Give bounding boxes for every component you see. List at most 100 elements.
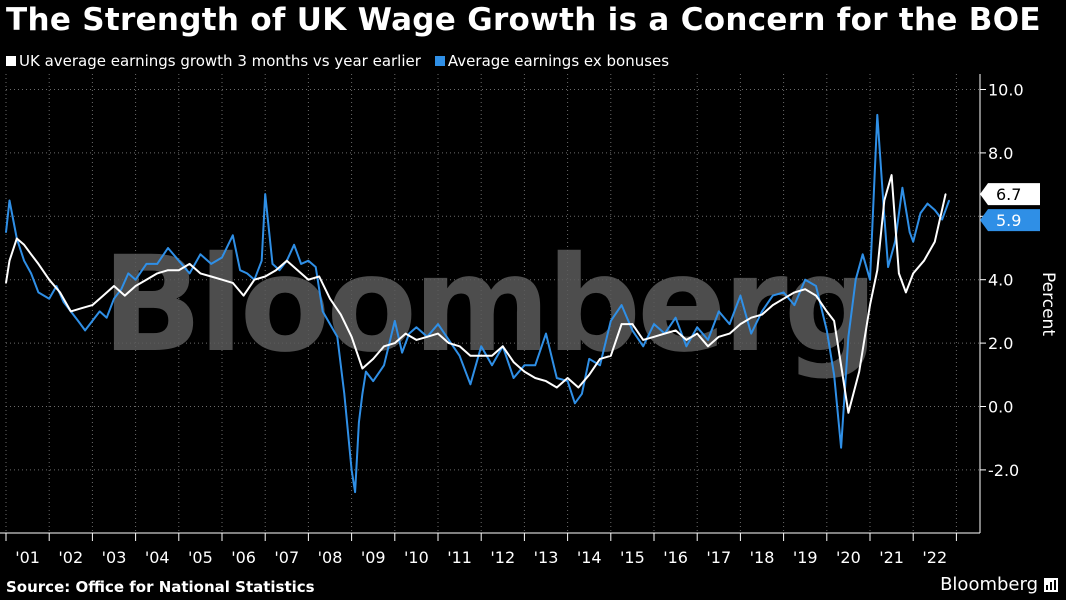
data-point [178, 269, 180, 272]
x-tick-label: '02 [58, 548, 83, 567]
data-point [599, 364, 601, 367]
data-point [926, 202, 929, 205]
x-tick-label: '18 [750, 548, 775, 567]
data-point [84, 329, 86, 332]
data-point [30, 272, 32, 275]
data-point [80, 307, 83, 310]
data-point [145, 263, 148, 265]
data-point [318, 275, 321, 278]
data-point [329, 297, 331, 300]
data-point [293, 244, 295, 246]
data-point [469, 383, 472, 386]
data-point [919, 212, 922, 214]
data-point [912, 272, 914, 275]
data-point [912, 240, 914, 243]
data-point [210, 275, 212, 278]
data-point [77, 320, 79, 322]
data-point [944, 193, 947, 195]
data-point [37, 291, 40, 294]
data-point [156, 272, 158, 275]
data-point [321, 310, 324, 313]
data-point [923, 259, 925, 262]
x-tick-label: '22 [922, 548, 947, 567]
data-point [426, 336, 429, 338]
data-point [239, 269, 241, 272]
data-point [523, 364, 526, 367]
data-point [642, 339, 644, 341]
data-point [260, 259, 263, 262]
data-point [718, 310, 720, 313]
data-point [178, 259, 180, 262]
data-point [491, 355, 493, 357]
data-point [685, 339, 688, 341]
source-note: Source: Office for National Statistics [6, 578, 315, 596]
data-point [188, 272, 191, 275]
data-point [394, 342, 396, 344]
data-point [271, 263, 274, 265]
data-point [804, 278, 806, 281]
data-point [696, 332, 698, 335]
data-point [782, 297, 785, 300]
data-point [167, 247, 169, 249]
data-point [372, 358, 375, 360]
chart-title: The Strength of UK Wage Growth is a Conc… [6, 2, 1041, 38]
data-point [854, 278, 857, 281]
data-point [793, 291, 796, 294]
data-point [545, 332, 547, 335]
data-point [156, 263, 158, 265]
data-point [750, 316, 752, 319]
data-point [242, 294, 245, 297]
data-point [887, 266, 889, 268]
data-point [448, 342, 450, 344]
data-point [826, 329, 828, 332]
data-point [361, 367, 364, 370]
data-point [847, 336, 850, 338]
data-point [307, 278, 310, 281]
data-point [707, 339, 709, 341]
data-point [750, 332, 752, 335]
data-point [404, 332, 407, 335]
data-point [491, 364, 493, 367]
data-point [300, 263, 302, 265]
data-point [653, 323, 655, 325]
data-point [908, 231, 911, 233]
last-value-total: 6.7 [980, 183, 1040, 206]
data-point [340, 313, 342, 316]
data-point [707, 345, 709, 348]
x-tick-label: '06 [231, 548, 256, 567]
data-point [210, 263, 212, 265]
data-point [127, 272, 130, 275]
data-point [869, 278, 871, 281]
x-tick-label: '19 [793, 548, 818, 567]
data-point [876, 114, 879, 116]
x-tick-label: '01 [15, 548, 40, 567]
data-point [48, 278, 50, 281]
y-tick-label: -2.0 [988, 461, 1019, 480]
x-tick-label: '05 [188, 548, 213, 567]
data-point [826, 310, 828, 313]
data-point [296, 269, 299, 272]
data-point [286, 259, 288, 262]
x-tick-label: '15 [620, 548, 645, 567]
data-point [105, 316, 108, 319]
data-point [847, 412, 850, 414]
data-point [898, 272, 900, 275]
data-point [232, 282, 234, 284]
y-axis-title: Percent [1038, 272, 1058, 336]
data-point [278, 269, 281, 272]
data-point [408, 332, 410, 335]
data-point [545, 380, 547, 382]
data-point [804, 288, 806, 291]
data-point [221, 278, 223, 281]
data-point [350, 469, 353, 471]
y-tick-label: 2.0 [988, 334, 1013, 353]
data-point [469, 355, 472, 357]
data-point [772, 304, 774, 306]
data-point [581, 393, 583, 395]
data-point [8, 199, 11, 202]
x-tick-label: '12 [490, 548, 515, 567]
data-point [599, 358, 601, 360]
data-point [307, 259, 310, 262]
x-tick-label: '16 [663, 548, 688, 567]
